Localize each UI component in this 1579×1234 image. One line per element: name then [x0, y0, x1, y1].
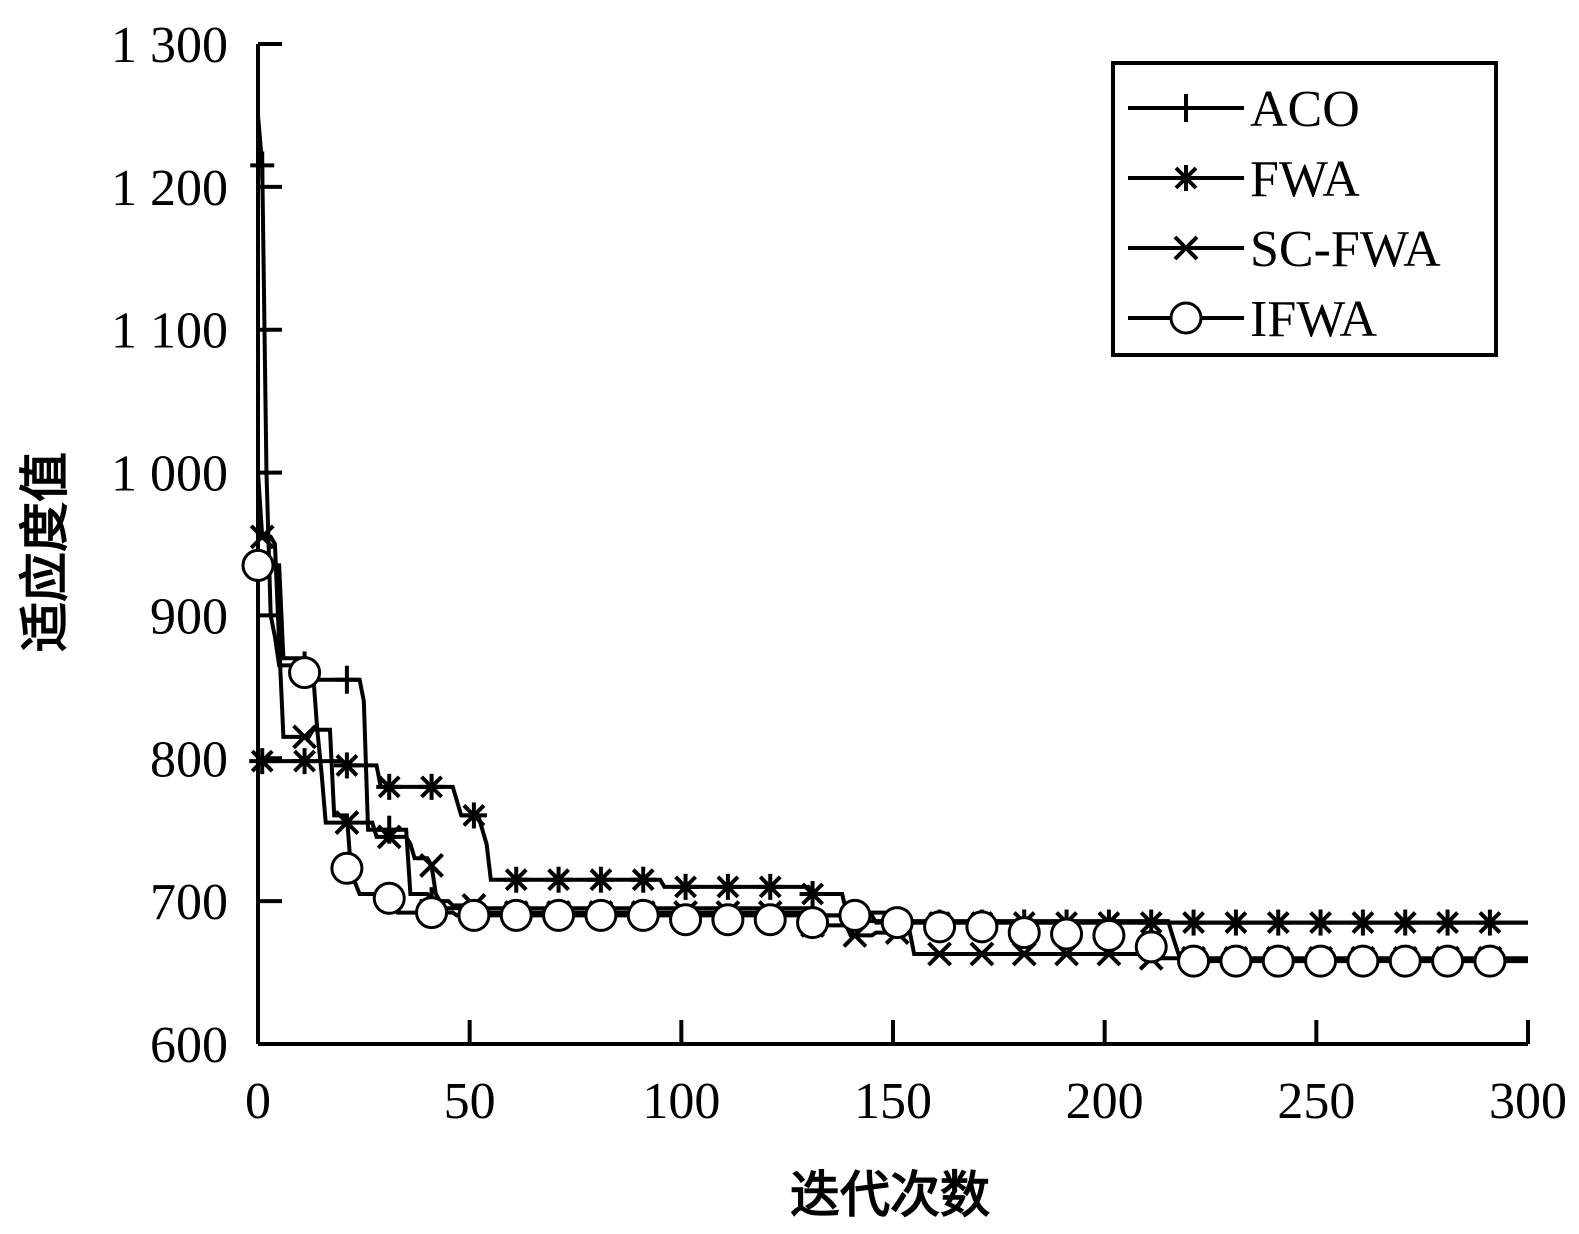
x-axis-title: 迭代次数 [790, 1166, 990, 1224]
marker-sc-fwa [249, 524, 275, 550]
marker-sc-fwa [969, 941, 995, 967]
marker-fwa [1307, 909, 1334, 936]
series-sc-fwa [249, 472, 1528, 971]
marker-fwa [545, 866, 572, 893]
marker-aco [334, 665, 359, 694]
marker-ifwa [1177, 944, 1211, 978]
marker-fwa [1222, 909, 1249, 936]
series-line-sc-fwa [256, 472, 1528, 961]
marker-ifwa [499, 898, 533, 932]
marker-fwa [418, 773, 445, 800]
marker-sc-fwa [292, 724, 317, 750]
marker-ifwa [1304, 944, 1338, 978]
y-axis-title: 适应度值 [16, 452, 74, 652]
y-tick-label: 600 [150, 1017, 228, 1074]
marker-ifwa [415, 896, 449, 930]
marker-fwa [376, 773, 403, 800]
legend-marker-aco [1174, 94, 1198, 122]
marker-ifwa [669, 903, 703, 937]
marker-ifwa [753, 903, 787, 937]
marker-fwa [1392, 909, 1419, 936]
legend-marker-fwa [1173, 165, 1199, 191]
marker-fwa [672, 873, 699, 900]
marker-ifwa [796, 906, 830, 940]
marker-fwa [757, 873, 784, 900]
marker-ifwa [880, 906, 914, 940]
y-tick-label: 1 200 [111, 160, 228, 217]
marker-ifwa [1092, 918, 1126, 952]
marker-fwa [587, 866, 614, 893]
y-tick-label: 1 300 [111, 17, 228, 74]
marker-aco [250, 151, 275, 180]
marker-fwa [333, 752, 360, 779]
marker-sc-fwa [376, 824, 402, 850]
marker-ifwa [711, 903, 745, 937]
marker-ifwa [457, 898, 491, 932]
marker-fwa [714, 873, 741, 900]
y-tick-label: 1 000 [111, 446, 228, 503]
y-tick-label: 900 [150, 588, 228, 645]
marker-fwa [503, 866, 530, 893]
marker-ifwa [626, 898, 660, 932]
marker-ifwa [372, 881, 406, 915]
marker-ifwa [584, 898, 618, 932]
marker-fwa [460, 802, 487, 829]
marker-ifwa [1346, 944, 1380, 978]
marker-ifwa [1388, 944, 1422, 978]
marker-fwa [630, 866, 657, 893]
y-tick-label: 800 [150, 731, 228, 788]
series-ifwa [241, 548, 1528, 978]
marker-ifwa [542, 898, 576, 932]
series-layer [241, 115, 1528, 978]
marker-ifwa [1134, 930, 1168, 964]
marker-ifwa [1007, 916, 1041, 950]
marker-ifwa [838, 898, 872, 932]
series-line-fwa [258, 759, 1528, 925]
marker-fwa [1434, 909, 1461, 936]
y-tick-label: 700 [150, 874, 228, 931]
marker-ifwa [1050, 917, 1084, 951]
marker-fwa [1349, 909, 1376, 936]
marker-sc-fwa [419, 853, 444, 878]
marker-ifwa [1431, 944, 1465, 978]
marker-ifwa [1261, 944, 1295, 978]
marker-fwa [1265, 909, 1292, 936]
marker-ifwa [241, 548, 275, 582]
x-tick-label: 150 [854, 1073, 932, 1130]
marker-fwa [1180, 909, 1207, 936]
marker-sc-fwa [927, 941, 952, 967]
marker-ifwa [330, 851, 364, 885]
x-tick-label: 250 [1277, 1073, 1355, 1130]
legend: ACO FWA SC-FWA IFWA [1111, 61, 1498, 357]
legend-label: FWA [1250, 151, 1360, 208]
legend-label: IFWA [1250, 291, 1378, 348]
y-tick-label: 1 100 [111, 303, 228, 360]
legend-marker-sc-fwa [1173, 235, 1199, 261]
legend-label: ACO [1250, 81, 1360, 138]
marker-ifwa [1219, 944, 1253, 978]
marker-ifwa [965, 910, 999, 944]
x-tick-label: 200 [1066, 1073, 1144, 1130]
marker-fwa [1476, 909, 1503, 936]
marker-fwa [799, 881, 826, 907]
marker-ifwa [1473, 944, 1507, 978]
x-tick-label: 100 [642, 1073, 720, 1130]
marker-fwa [291, 748, 318, 775]
x-tick-label: 50 [444, 1073, 496, 1130]
legend-marker-ifwa [1169, 301, 1203, 335]
marker-ifwa [923, 910, 957, 944]
marker-fwa [249, 748, 276, 775]
marker-ifwa [288, 656, 322, 690]
x-tick-label: 300 [1489, 1073, 1567, 1130]
x-tick-label: 0 [245, 1073, 271, 1130]
legend-label: SC-FWA [1250, 221, 1441, 278]
plot-axes: 600 700 800 900 1 000 1 100 1 200 1 300 0 50 100 15… [111, 17, 1567, 1130]
